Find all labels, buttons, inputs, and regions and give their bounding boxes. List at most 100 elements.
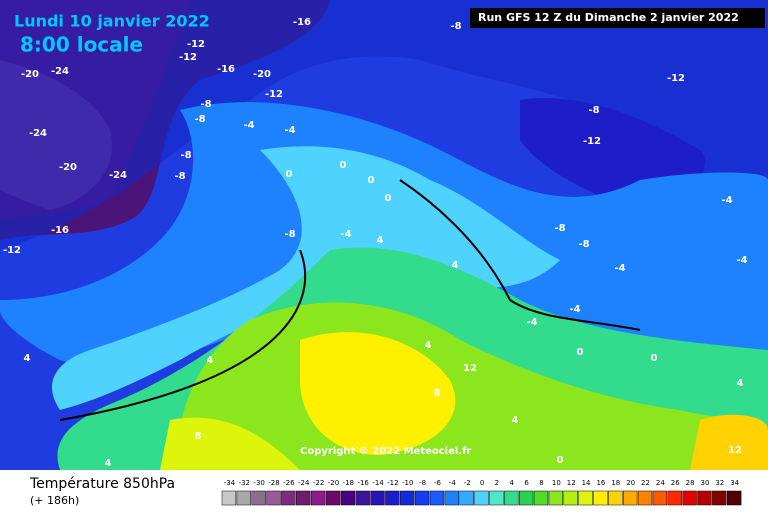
isotherm-label: -12: [667, 73, 685, 84]
legend-tick: -12: [387, 479, 398, 487]
legend-swatch: [682, 490, 697, 506]
legend-tick: -22: [313, 479, 324, 487]
isotherm-label: -4: [736, 255, 747, 266]
legend-tick: -2: [464, 479, 471, 487]
isotherm-label: -4: [243, 120, 254, 131]
copyright: Copyright © 2022 Meteociel.fr: [300, 446, 471, 457]
isotherm-label: -4: [284, 125, 295, 136]
legend-tick: -18: [343, 479, 354, 487]
isotherm-label: 8: [434, 388, 441, 399]
legend-swatch: [474, 490, 489, 506]
isotherm-label: -8: [180, 150, 191, 161]
legend-swatch: [489, 490, 504, 506]
isotherm-label: 4: [207, 355, 214, 366]
legend-swatch: [355, 490, 370, 506]
legend-tick: 12: [567, 479, 576, 487]
legend-tick: -24: [298, 479, 310, 487]
legend-tick: 26: [671, 479, 680, 487]
legend-swatch: [563, 490, 578, 506]
isotherm-label: -12: [3, 245, 21, 256]
legend-swatch: [251, 490, 266, 506]
legend-tick: 18: [611, 479, 620, 487]
isotherm-label: -16: [51, 225, 69, 236]
legend-swatch: [622, 490, 638, 506]
legend-swatch: [296, 490, 311, 506]
legend-tick: -16: [357, 479, 369, 487]
isotherm-label: 12: [728, 445, 742, 456]
legend-tick: 16: [596, 479, 605, 487]
legend-swatch: [266, 490, 281, 506]
legend-tick: 4: [510, 479, 515, 487]
isotherm-label: -4: [340, 229, 351, 240]
isotherm-label: -20: [21, 69, 39, 80]
legend-tick: 34: [730, 479, 739, 487]
isotherm-label: 0: [368, 175, 375, 186]
legend-tick: -28: [268, 479, 279, 487]
isotherm-label: -8: [588, 105, 599, 116]
legend-swatch: [518, 490, 534, 506]
legend-tick: -4: [449, 479, 457, 487]
isotherm-label: -24: [29, 128, 47, 139]
legend-swatch: [310, 490, 326, 506]
legend-tick: -32: [239, 479, 250, 487]
isotherm-label: -12: [265, 89, 283, 100]
legend-tick: -34: [224, 479, 236, 487]
isotherm-label: -8: [200, 99, 211, 110]
isotherm-label: 4: [105, 458, 112, 469]
isotherm-label: -8: [284, 229, 295, 240]
legend-tick: 8: [539, 479, 543, 487]
legend-swatch: [712, 490, 727, 506]
legend-swatch: [281, 490, 296, 506]
legend-swatch: [726, 490, 742, 506]
legend-swatch: [578, 490, 593, 506]
isotherm-label: 12: [463, 363, 477, 374]
legend-swatch: [608, 490, 623, 506]
legend-tick: 14: [582, 479, 591, 487]
legend-swatch: [414, 490, 430, 506]
legend-swatch: [400, 490, 415, 506]
isotherm-label: -8: [194, 114, 205, 125]
legend-tick: -14: [372, 479, 384, 487]
legend-swatch: [385, 490, 400, 506]
legend-swatch: [236, 490, 251, 506]
legend-tick: 2: [495, 479, 499, 487]
isotherm-label: -8: [174, 171, 185, 182]
legend-tick: 30: [700, 479, 709, 487]
legend-swatch: [370, 490, 385, 506]
legend-swatch: [533, 490, 549, 506]
time-label: 8:00 locale: [20, 33, 143, 57]
isotherm-label: 4: [425, 340, 432, 351]
map-field: [0, 0, 768, 470]
legend-tick: -20: [328, 479, 339, 487]
legend-swatch: [667, 490, 682, 506]
isotherm-label: 0: [651, 353, 658, 364]
isotherm-label: -4: [721, 195, 732, 206]
legend-tick: 28: [686, 479, 695, 487]
legend-tick: 32: [715, 479, 724, 487]
legend-tick: 24: [656, 479, 665, 487]
isotherm-label: -20: [59, 162, 77, 173]
legend-swatch: [593, 490, 608, 506]
legend-tick: -6: [434, 479, 442, 487]
footer-title: Température 850hPa: [29, 476, 175, 492]
date-title: Lundi 10 janvier 2022: [14, 12, 210, 31]
isotherm-label: 0: [577, 347, 584, 358]
isotherm-label: -16: [293, 17, 311, 28]
legend-tick: 0: [480, 479, 484, 487]
isotherm-label: 4: [512, 415, 519, 426]
isotherm-label: 0: [557, 455, 564, 466]
lead-time: (+ 186h): [30, 494, 79, 507]
isotherm-label: -4: [569, 304, 580, 315]
legend-tick: 22: [641, 479, 650, 487]
isotherm-label: -24: [51, 66, 69, 77]
isotherm-label: 0: [340, 160, 347, 171]
legend-swatch: [637, 490, 653, 506]
legend-swatch: [652, 490, 668, 506]
isotherm-label: 8: [195, 431, 202, 442]
legend-tick: -26: [283, 479, 295, 487]
isotherm-label: -24: [109, 170, 127, 181]
isotherm-label: -8: [450, 21, 461, 32]
legend-swatch: [697, 490, 712, 506]
isotherm-label: 4: [452, 260, 459, 271]
